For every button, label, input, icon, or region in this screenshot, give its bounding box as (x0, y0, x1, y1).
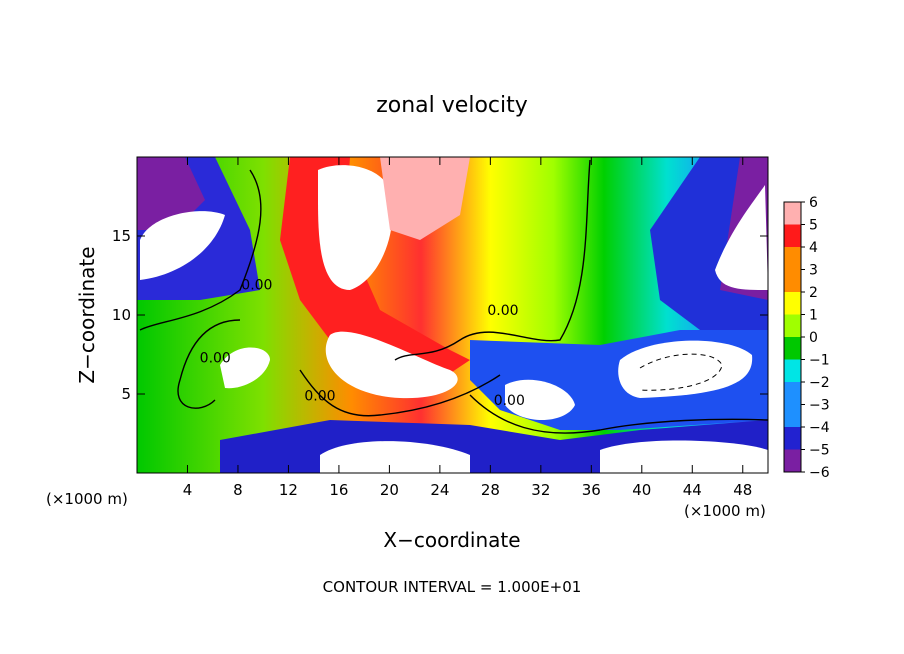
field-white-bottom-right (600, 440, 768, 473)
field-blob-purple-topleft (137, 157, 205, 230)
contour-label: 0.00 (241, 278, 272, 294)
x-tick-label: 4 (183, 481, 193, 499)
colorbar-tick-label: 1 (809, 308, 818, 324)
colorbar-tick-label: 0 (809, 330, 818, 346)
x-axis-title: X−coordinate (383, 528, 520, 552)
colorbar-tick-label: 6 (809, 195, 818, 211)
contour-label: 0.00 (200, 350, 231, 366)
colorbar-tick-label: 5 (809, 218, 818, 234)
colorbar-segment (784, 247, 801, 270)
x-tick-label: 12 (279, 481, 298, 499)
contour-label: 0.00 (304, 388, 335, 404)
colorbar (783, 201, 802, 473)
colorbar-tick-label: −2 (809, 375, 830, 391)
y-tick-label: 15 (112, 227, 131, 245)
x-tick-label: 20 (380, 481, 399, 499)
colorbar-segment (784, 337, 801, 360)
colorbar-segment (784, 314, 801, 338)
contour-label: 0.00 (494, 393, 525, 409)
y-axis-title: Z−coordinate (75, 246, 99, 383)
colorbar-segment (784, 292, 801, 315)
colorbar-segment (784, 404, 801, 428)
contour-labels: 0.00 0.00 0.00 0.00 0.00 (200, 278, 525, 409)
colorbar-tick-label: −6 (809, 465, 830, 481)
chart-title: zonal velocity (376, 93, 528, 118)
contour-negative-dashed (639, 353, 723, 391)
field-white-left (140, 211, 225, 280)
colorbar-segment (784, 224, 801, 248)
x-tick-label: 40 (632, 481, 651, 499)
field-white-left-mid (220, 347, 270, 389)
colorbar-segment (784, 382, 801, 405)
colorbar-segment (784, 269, 801, 293)
y-axis-ticks: 5 10 15 (112, 227, 768, 403)
y-tick-label: 5 (121, 385, 131, 403)
field-pink-top (380, 157, 470, 240)
colorbar-tick-label: −1 (809, 353, 830, 369)
colorbar-segment (784, 359, 801, 383)
colorbar-ticks: 6 5 4 3 2 1 0 −1 −2 −3 −4 −5 −6 (801, 195, 830, 481)
field-white-center (325, 331, 458, 399)
x-tick-label: 24 (430, 481, 449, 499)
field-white-top (318, 165, 393, 290)
colorbar-tick-label: 4 (809, 240, 818, 256)
colorbar-tick-label: −4 (809, 420, 830, 436)
heatmap-field (137, 157, 768, 473)
x-tick-label: 32 (531, 481, 550, 499)
x-tick-label: 8 (233, 481, 243, 499)
contour-zero-5 (469, 394, 768, 434)
field-white-bottom-left (320, 441, 470, 473)
contour-zero-4 (299, 369, 501, 417)
colorbar-tick-label: −5 (809, 443, 830, 459)
x-tick-label: 16 (329, 481, 348, 499)
contour-zero-1 (139, 169, 262, 331)
y-tick-label: 10 (112, 306, 131, 324)
contour-zero-3 (177, 319, 241, 409)
x-tick-label: 44 (683, 481, 702, 499)
colorbar-tick-label: 2 (809, 285, 818, 301)
contour-label: 0.00 (487, 303, 518, 319)
field-white-mid (505, 379, 575, 420)
colorbar-segment (784, 449, 801, 473)
field-white-right-mid (618, 340, 753, 398)
x-tick-label: 28 (481, 481, 500, 499)
contour-zero-2 (394, 159, 591, 361)
field-white-right-top (715, 185, 768, 290)
x-unit-label: (×1000 m) (684, 502, 766, 520)
colorbar-segment (784, 427, 801, 450)
contour-interval-note: CONTOUR INTERVAL = 1.000E+01 (323, 578, 582, 596)
x-tick-label: 48 (733, 481, 752, 499)
y-unit-label: (×1000 m) (46, 490, 128, 508)
x-tick-label: 36 (582, 481, 601, 499)
colorbar-tick-label: 3 (809, 263, 818, 279)
colorbar-segment (784, 202, 801, 225)
colorbar-tick-label: −3 (809, 398, 830, 414)
x-axis-ticks: 4 8 12 16 20 24 28 32 36 40 44 48 (183, 157, 752, 499)
